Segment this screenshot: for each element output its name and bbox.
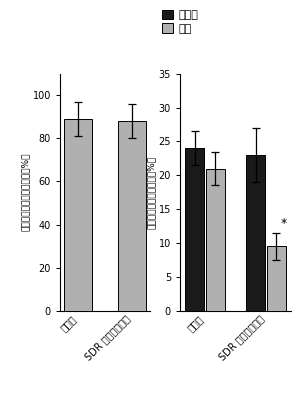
Bar xyxy=(206,169,225,311)
Y-axis label: 通常飼育培地での生存率（%）: 通常飼育培地での生存率（%） xyxy=(21,153,30,231)
Bar xyxy=(118,121,146,311)
Text: *: * xyxy=(280,216,286,229)
Legend: さなぎ, 成虫: さなぎ, 成虫 xyxy=(162,10,198,34)
Bar xyxy=(266,247,286,311)
Bar xyxy=(185,148,205,311)
Y-axis label: 低栄養培地での生存率（%）: 低栄養培地での生存率（%） xyxy=(147,156,156,229)
Bar xyxy=(246,155,265,311)
Bar xyxy=(64,119,92,311)
